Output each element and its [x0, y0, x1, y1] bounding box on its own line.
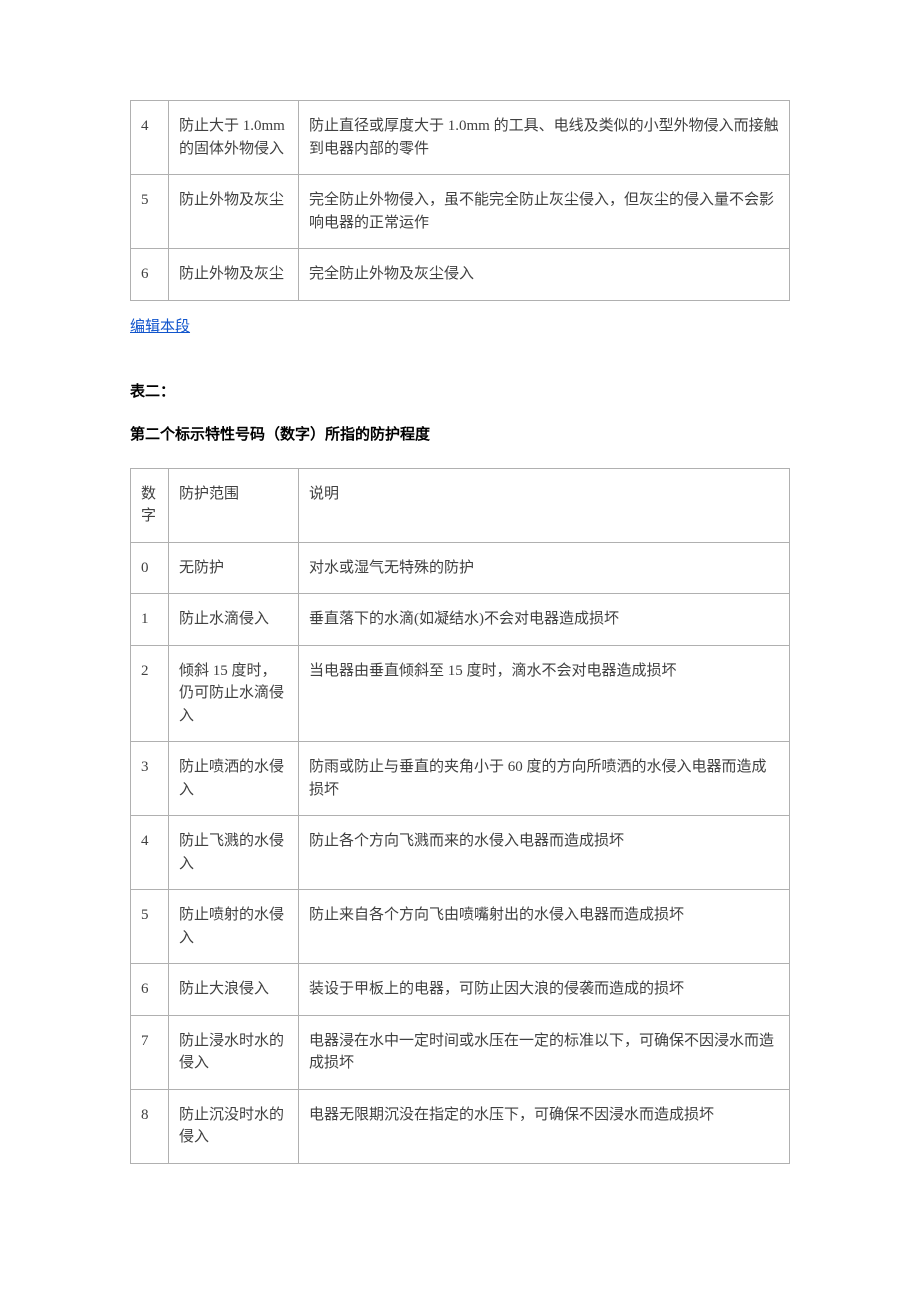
cell-range: 防止外物及灰尘	[169, 249, 299, 301]
table-row: 2 倾斜 15 度时，仍可防止水滴侵入 当电器由垂直倾斜至 15 度时，滴水不会…	[131, 645, 790, 742]
document-page: 4 防止大于 1.0mm的固体外物侵入 防止直径或厚度大于 1.0mm 的工具、…	[0, 0, 920, 1224]
cell-desc: 电器浸在水中一定时间或水压在一定的标准以下，可确保不因浸水而造成损坏	[299, 1015, 790, 1089]
cell-num: 5	[131, 175, 169, 249]
cell-num: 1	[131, 594, 169, 646]
cell-num: 8	[131, 1089, 169, 1163]
cell-num: 5	[131, 890, 169, 964]
table-header-row: 数字 防护范围 说明	[131, 468, 790, 542]
table-row: 8 防止沉没时水的侵入 电器无限期沉没在指定的水压下，可确保不因浸水而造成损坏	[131, 1089, 790, 1163]
cell-desc: 防止直径或厚度大于 1.0mm 的工具、电线及类似的小型外物侵入而接触到电器内部…	[299, 101, 790, 175]
cell-range: 防止沉没时水的侵入	[169, 1089, 299, 1163]
cell-range: 无防护	[169, 542, 299, 594]
cell-num: 4	[131, 816, 169, 890]
cell-desc: 电器无限期沉没在指定的水压下，可确保不因浸水而造成损坏	[299, 1089, 790, 1163]
section-subheading: 第二个标示特性号码（数字）所指的防护程度	[130, 423, 790, 444]
table-row: 4 防止飞溅的水侵入 防止各个方向飞溅而来的水侵入电器而造成损坏	[131, 816, 790, 890]
header-range: 防护范围	[169, 468, 299, 542]
table-row: 7 防止浸水时水的侵入 电器浸在水中一定时间或水压在一定的标准以下，可确保不因浸…	[131, 1015, 790, 1089]
cell-desc: 完全防止外物侵入，虽不能完全防止灰尘侵入，但灰尘的侵入量不会影响电器的正常运作	[299, 175, 790, 249]
cell-range: 倾斜 15 度时，仍可防止水滴侵入	[169, 645, 299, 742]
cell-num: 6	[131, 249, 169, 301]
cell-desc: 防止来自各个方向飞由喷嘴射出的水侵入电器而造成损坏	[299, 890, 790, 964]
table-body: 数字 防护范围 说明 0 无防护 对水或湿气无特殊的防护 1 防止水滴侵入 垂直…	[131, 468, 790, 1163]
cell-range: 防止喷射的水侵入	[169, 890, 299, 964]
table-body: 4 防止大于 1.0mm的固体外物侵入 防止直径或厚度大于 1.0mm 的工具、…	[131, 101, 790, 301]
table-row: 6 防止外物及灰尘 完全防止外物及灰尘侵入	[131, 249, 790, 301]
table-row: 5 防止外物及灰尘 完全防止外物侵入，虽不能完全防止灰尘侵入，但灰尘的侵入量不会…	[131, 175, 790, 249]
header-desc-text: 说明	[309, 486, 339, 502]
cell-range: 防止浸水时水的侵入	[169, 1015, 299, 1089]
table-row: 1 防止水滴侵入 垂直落下的水滴(如凝结水)不会对电器造成损坏	[131, 594, 790, 646]
cell-desc: 垂直落下的水滴(如凝结水)不会对电器造成损坏	[299, 594, 790, 646]
cell-desc: 防止各个方向飞溅而来的水侵入电器而造成损坏	[299, 816, 790, 890]
table-row: 3 防止喷洒的水侵入 防雨或防止与垂直的夹角小于 60 度的方向所喷洒的水侵入电…	[131, 742, 790, 816]
cell-desc: 当电器由垂直倾斜至 15 度时，滴水不会对电器造成损坏	[299, 645, 790, 742]
cell-desc: 防雨或防止与垂直的夹角小于 60 度的方向所喷洒的水侵入电器而造成损坏	[299, 742, 790, 816]
table-row: 6 防止大浪侵入 装设于甲板上的电器，可防止因大浪的侵袭而造成的损坏	[131, 964, 790, 1016]
cell-desc: 装设于甲板上的电器，可防止因大浪的侵袭而造成的损坏	[299, 964, 790, 1016]
cell-desc: 完全防止外物及灰尘侵入	[299, 249, 790, 301]
header-desc: 说明	[299, 468, 790, 542]
cell-desc: 对水或湿气无特殊的防护	[299, 542, 790, 594]
cell-num: 4	[131, 101, 169, 175]
cell-num: 0	[131, 542, 169, 594]
cell-num: 6	[131, 964, 169, 1016]
header-num: 数字	[131, 468, 169, 542]
cell-range: 防止飞溅的水侵入	[169, 816, 299, 890]
cell-range: 防止喷洒的水侵入	[169, 742, 299, 816]
cell-num: 7	[131, 1015, 169, 1089]
cell-num: 2	[131, 645, 169, 742]
cell-range: 防止外物及灰尘	[169, 175, 299, 249]
spacer	[309, 505, 779, 521]
cell-range: 防止大浪侵入	[169, 964, 299, 1016]
table-one-partial: 4 防止大于 1.0mm的固体外物侵入 防止直径或厚度大于 1.0mm 的工具、…	[130, 100, 790, 301]
section-heading: 表二：	[130, 380, 790, 401]
table-row: 5 防止喷射的水侵入 防止来自各个方向飞由喷嘴射出的水侵入电器而造成损坏	[131, 890, 790, 964]
table-row: 0 无防护 对水或湿气无特殊的防护	[131, 542, 790, 594]
edit-section-link[interactable]: 编辑本段	[130, 315, 190, 336]
table-row: 4 防止大于 1.0mm的固体外物侵入 防止直径或厚度大于 1.0mm 的工具、…	[131, 101, 790, 175]
table-two: 数字 防护范围 说明 0 无防护 对水或湿气无特殊的防护 1 防止水滴侵入 垂直…	[130, 468, 790, 1164]
cell-range: 防止水滴侵入	[169, 594, 299, 646]
cell-range: 防止大于 1.0mm的固体外物侵入	[169, 101, 299, 175]
cell-num: 3	[131, 742, 169, 816]
